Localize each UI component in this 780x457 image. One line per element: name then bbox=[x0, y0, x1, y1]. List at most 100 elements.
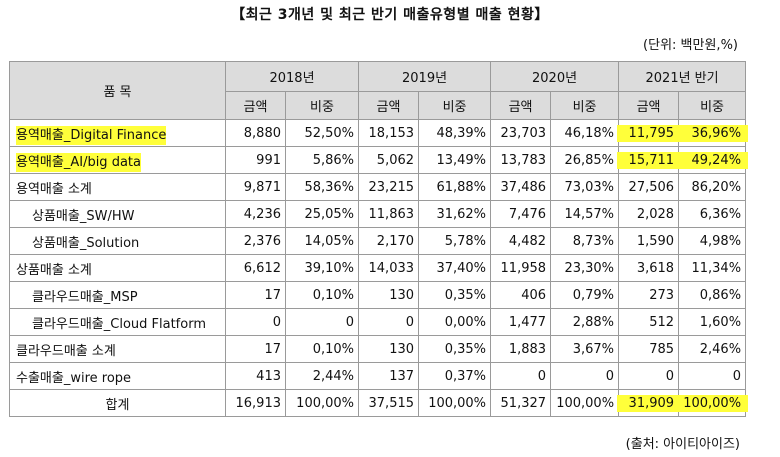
table-row: 용역매출 소계 9,871 58,36% 23,215 61,88% 37,486 73,0… bbox=[9, 173, 747, 201]
cell-value: 1,883 bbox=[508, 341, 547, 357]
ratio-cell: 100,00% bbox=[677, 389, 749, 417]
ratio-cell: 0,35% bbox=[418, 281, 492, 309]
amount-cell: 37,486 bbox=[490, 173, 552, 201]
amount-cell: 406 bbox=[490, 281, 552, 309]
header-amount: 금액 bbox=[490, 91, 552, 120]
amount-cell: 31,909 bbox=[617, 389, 682, 417]
cell-value: 1,477 bbox=[508, 314, 547, 330]
ratio-cell: 0,10% bbox=[284, 281, 360, 309]
row-label: 수출매출_wire rope bbox=[9, 362, 226, 390]
amount-cell: 512 bbox=[618, 308, 680, 336]
amount-cell: 785 bbox=[618, 335, 680, 363]
amount-cell: 8,880 bbox=[225, 119, 286, 147]
ratio-cell: 11,34% bbox=[678, 254, 747, 282]
cell-value: 406 bbox=[521, 287, 547, 303]
cell-value: 0,86% bbox=[699, 287, 742, 303]
cell-value: 2,46% bbox=[699, 341, 742, 357]
unit-note: (단위: 백만원,%) bbox=[643, 38, 738, 53]
row-label-text: 용역매출_AI/big data bbox=[16, 152, 141, 172]
header-item: 품 목 bbox=[9, 61, 226, 120]
amount-cell: 13,783 bbox=[490, 146, 552, 174]
sales-table: 품 목 2018년 2019년 2020년 2021년 반기 금액 비중 금액 … bbox=[9, 61, 749, 417]
amount-cell: 23,215 bbox=[358, 173, 420, 201]
cell-value: 46,18% bbox=[564, 125, 615, 141]
table-body: 용역매출_Digital Finance 8,880 52,50% 18,153 48,… bbox=[9, 119, 749, 417]
cell-value: 7,476 bbox=[508, 206, 547, 222]
cell-value: 14,05% bbox=[304, 233, 355, 249]
amount-cell: 4,236 bbox=[225, 200, 286, 228]
table-row: 용역매출_Digital Finance 8,880 52,50% 18,153 48,… bbox=[9, 119, 749, 147]
ratio-cell: 0,10% bbox=[284, 335, 360, 363]
cell-value: 6,36% bbox=[699, 206, 742, 222]
cell-value: 27,506 bbox=[628, 179, 675, 195]
cell-value: 37,515 bbox=[368, 395, 415, 411]
amount-cell: 11,795 bbox=[617, 119, 682, 147]
amount-cell: 130 bbox=[358, 281, 420, 309]
cell-value: 3,67% bbox=[572, 341, 615, 357]
ratio-cell: 0,79% bbox=[550, 281, 620, 309]
ratio-cell: 0 bbox=[284, 308, 360, 336]
ratio-cell: 0 bbox=[550, 362, 620, 390]
table-row: 클라우드매출_MSP 17 0,10% 130 0,35% 406 0,79% 273 0,86… bbox=[9, 281, 747, 309]
cell-value: 16,913 bbox=[235, 395, 282, 411]
amount-cell: 130 bbox=[358, 335, 420, 363]
cell-value: 273 bbox=[649, 287, 675, 303]
cell-value: 0 bbox=[537, 368, 547, 384]
cell-value: 58,36% bbox=[304, 179, 355, 195]
header-ratio: 비중 bbox=[550, 91, 620, 120]
cell-value: 11,863 bbox=[368, 206, 415, 222]
cell-value: 15,711 bbox=[628, 152, 675, 168]
cell-value: 0,10% bbox=[312, 341, 355, 357]
cell-value: 2,170 bbox=[376, 233, 415, 249]
table-row: 상품매출_Solution 2,376 14,05% 2,170 5,78% 4,482 8… bbox=[9, 227, 747, 255]
ratio-cell: 0 bbox=[678, 362, 747, 390]
highlight-mark bbox=[617, 125, 682, 142]
amount-cell: 17 bbox=[225, 281, 286, 309]
amount-cell: 37,515 bbox=[358, 389, 420, 417]
ratio-cell: 73,03% bbox=[550, 173, 620, 201]
header-period-2020: 2020년 bbox=[490, 61, 620, 92]
cell-value: 5,78% bbox=[444, 233, 487, 249]
amount-cell: 27,506 bbox=[618, 173, 680, 201]
cell-value: 61,88% bbox=[436, 179, 487, 195]
header-period-2018: 2018년 bbox=[224, 61, 360, 92]
cell-value: 5,86% bbox=[312, 152, 355, 168]
ratio-cell: 49,24% bbox=[677, 146, 749, 174]
cell-value: 8,73% bbox=[572, 233, 615, 249]
amount-cell: 17 bbox=[225, 335, 286, 363]
cell-value: 6,612 bbox=[243, 260, 281, 276]
amount-cell: 1,590 bbox=[618, 227, 680, 255]
row-label: 클라우드매출_Cloud Flatform bbox=[9, 308, 226, 336]
cell-value: 4,482 bbox=[508, 233, 547, 249]
cell-value: 23,215 bbox=[368, 179, 415, 195]
ratio-cell: 5,86% bbox=[284, 146, 360, 174]
ratio-cell: 100,00% bbox=[550, 389, 620, 417]
ratio-cell: 5,78% bbox=[418, 227, 492, 255]
ratio-cell: 2,44% bbox=[284, 362, 360, 390]
cell-value: 11,34% bbox=[691, 260, 742, 276]
row-label: 상품매출_Solution bbox=[9, 227, 226, 255]
highlight-mark bbox=[677, 395, 749, 412]
row-label-text: 수출매출_wire rope bbox=[16, 370, 132, 386]
header-ratio: 비중 bbox=[284, 91, 360, 120]
row-label-text: 상품매출_SW/HW bbox=[32, 208, 135, 224]
cell-value: 2,88% bbox=[572, 314, 615, 330]
table-row: 수출매출_wire rope 413 2,44% 137 0,37% 0 0 0 0 bbox=[9, 362, 747, 390]
cell-value: 25,05% bbox=[304, 206, 355, 222]
ratio-cell: 0,37% bbox=[418, 362, 492, 390]
ratio-cell: 39,10% bbox=[284, 254, 360, 282]
cell-value: 11,958 bbox=[500, 260, 547, 276]
cell-value: 0 bbox=[345, 314, 355, 330]
cell-value: 51,327 bbox=[500, 395, 547, 411]
amount-cell: 413 bbox=[225, 362, 286, 390]
cell-value: 49,24% bbox=[691, 152, 742, 168]
ratio-cell: 52,50% bbox=[284, 119, 360, 147]
cell-value: 14,033 bbox=[368, 260, 415, 276]
ratio-cell: 1,60% bbox=[678, 308, 747, 336]
cell-value: 23,30% bbox=[564, 260, 615, 276]
cell-value: 13,783 bbox=[500, 152, 547, 168]
amount-cell: 3,618 bbox=[618, 254, 680, 282]
row-label: 상품매출 소계 bbox=[9, 254, 226, 282]
cell-value: 2,028 bbox=[636, 206, 675, 222]
ratio-cell: 100,00% bbox=[284, 389, 360, 417]
